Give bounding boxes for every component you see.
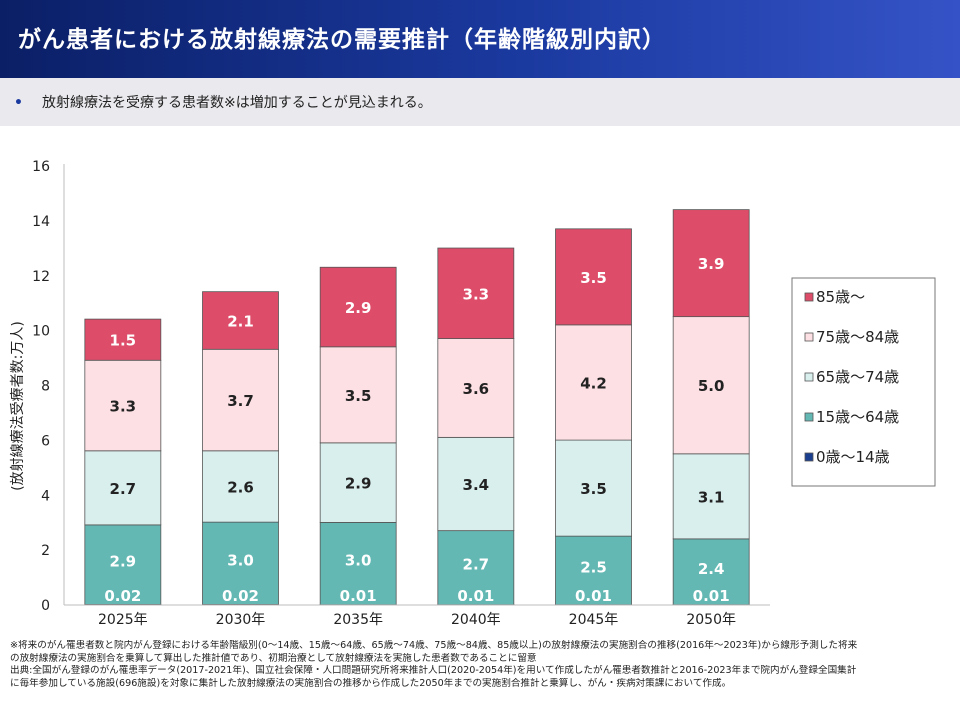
subtitle-bar: • 放射線療法を受療する患者数※は増加することが見込まれる。: [0, 78, 960, 126]
data-label: 3.3: [463, 285, 490, 303]
bar-segment: [555, 535, 632, 606]
footnote-line: の放射線療法の実施割合を乗算して算出した推計値であり、初期治療として放射線療法を…: [10, 652, 537, 664]
footnote-line: に毎年参加している施設(696施設)を対象に集計した放射線療法の実施割合の推移か…: [10, 677, 732, 689]
bar-segment: [319, 346, 397, 444]
data-label: 3.1: [698, 488, 725, 506]
data-label: 5.0: [698, 377, 725, 395]
x-tick-label: 2035年: [333, 612, 383, 628]
y-tick-label: 8: [41, 379, 50, 395]
data-label: 0.01: [575, 587, 612, 605]
subtitle-text: 放射線療法を受療する患者数※は増加することが見込まれる。: [42, 95, 432, 111]
data-label: 3.0: [227, 551, 254, 569]
y-tick-label: 4: [41, 488, 50, 504]
bar-segment: [437, 247, 515, 339]
x-tick-label: 2030年: [216, 612, 266, 628]
y-tick-label: 6: [41, 433, 50, 449]
legend-box: [791, 277, 936, 487]
data-label: 2.4: [698, 560, 725, 578]
bar-segment: [84, 450, 162, 526]
y-tick-label: 2: [41, 543, 50, 559]
data-label: 0.01: [457, 587, 494, 605]
bar-segment: [84, 318, 162, 361]
bullet-icon: •: [14, 95, 23, 111]
data-label: 3.5: [580, 269, 607, 287]
legend-label: 65歳～74歳: [816, 368, 899, 386]
data-label: 3.0: [345, 552, 372, 570]
x-tick-label: 2025年: [98, 612, 148, 628]
data-label: 2.9: [110, 553, 137, 571]
y-tick-label: 10: [32, 324, 50, 340]
legend-swatch: [804, 292, 814, 302]
y-tick-label: 12: [32, 269, 50, 285]
bar-segment: [202, 348, 279, 452]
legend-swatch: [804, 412, 814, 422]
x-tick-label: 2045年: [569, 612, 619, 628]
bar-segment: [84, 524, 162, 605]
legend-label: 75歳～84歳: [816, 328, 899, 346]
data-label: 2.9: [345, 475, 372, 493]
legend-label: 15歳～64歳: [816, 408, 899, 426]
stacked-bar-chart: (放射線療法受療者数:万人) 0.02 2.9 2.7 3.3 1.5 0.02 3.0 2.…: [9, 159, 936, 628]
x-tick-label: 2040年: [451, 612, 501, 628]
bar-segment: [202, 291, 279, 350]
bar-segment: [555, 228, 632, 326]
bar-segment: [319, 442, 397, 523]
data-label: 0.01: [340, 587, 377, 605]
footnotes: ※将来のがん罹患者数と院内がん登録における年齢階級別(0～14歳、15歳～64歳…: [10, 640, 955, 690]
bar-segment: [672, 538, 750, 606]
data-label: 2.7: [463, 556, 490, 574]
data-label: 2.7: [110, 480, 137, 498]
legend-label: 85歳～: [816, 288, 865, 306]
data-label: 3.5: [580, 480, 607, 498]
legend-swatch: [804, 332, 814, 342]
bar-segment: [555, 324, 632, 441]
legend-swatch: [804, 452, 814, 462]
footnote-line: ※将来のがん罹患者数と院内がん登録における年齢階級別(0～14歳、15歳～64歳…: [10, 640, 858, 651]
y-axis-label: (放射線療法受療者数:万人): [9, 321, 26, 491]
data-label: 2.6: [227, 478, 254, 496]
data-label: 2.9: [345, 299, 372, 317]
bar-segment: [319, 522, 397, 606]
x-tick-label: 2050年: [686, 612, 736, 628]
data-label: 0.01: [693, 587, 730, 605]
data-label: 1.5: [110, 332, 137, 350]
bar-segment: [437, 436, 515, 532]
y-tick-label: 0: [41, 598, 50, 614]
data-label: 0.02: [104, 587, 141, 605]
bar-segment: [319, 266, 397, 348]
data-label: 3.7: [227, 392, 254, 410]
bar-segment: [84, 359, 162, 452]
bar-segment: [555, 439, 632, 537]
data-label: 4.2: [580, 374, 607, 392]
data-label: 3.4: [463, 476, 490, 494]
data-label: 3.9: [698, 255, 725, 273]
legend-label: 0歳～14歳: [816, 448, 890, 466]
data-label: 3.5: [345, 387, 372, 405]
data-label: 2.1: [227, 312, 254, 330]
bar-segment: [437, 530, 515, 606]
bar-segment: [672, 209, 750, 318]
bar-segment: [672, 453, 750, 540]
legend: 85歳～ 75歳～84歳 65歳～74歳 15歳～64歳 0歳～14歳: [791, 277, 936, 487]
legend-swatch: [804, 372, 814, 382]
footnote-line: 出典:全国がん登録のがん罹患率データ(2017-2021年)、国立社会保障・人口…: [10, 665, 857, 676]
y-tick-label: 16: [32, 159, 50, 175]
page-title: がん患者における放射線療法の需要推計（年齢階級別内訳）: [0, 0, 960, 78]
bar-segment: [672, 316, 750, 455]
data-label: 0.02: [222, 587, 259, 605]
y-tick-label: 14: [32, 214, 50, 230]
data-label: 2.5: [580, 558, 607, 576]
data-label: 3.3: [110, 398, 137, 416]
data-label: 3.6: [463, 380, 490, 398]
